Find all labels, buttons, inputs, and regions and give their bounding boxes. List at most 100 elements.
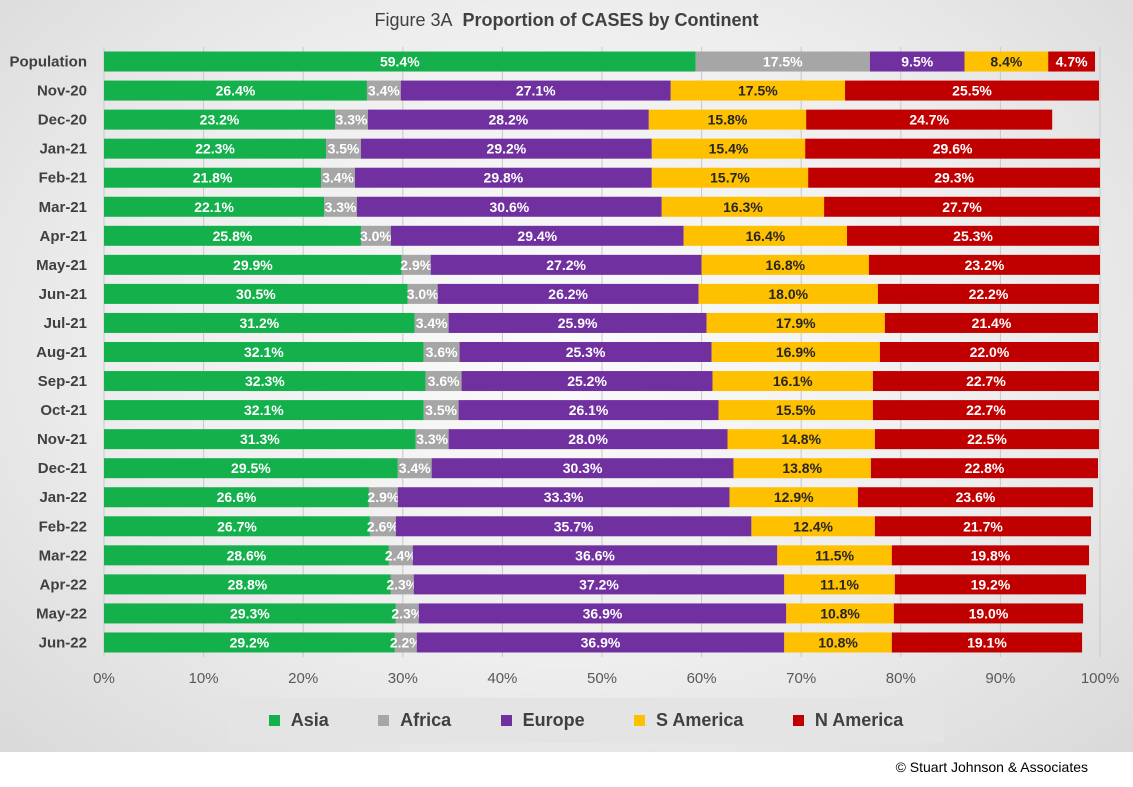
data-label: 21.7% xyxy=(963,518,1003,534)
category-label: Apr-22 xyxy=(39,576,87,593)
bar-segment xyxy=(104,458,398,479)
bar-segment xyxy=(415,429,449,450)
bar-segment xyxy=(695,51,870,72)
bar-segment xyxy=(711,342,880,362)
data-label: 27.2% xyxy=(546,257,586,273)
bar-segment xyxy=(360,138,652,159)
x-tick-label: 40% xyxy=(487,670,517,687)
data-label: 19.1% xyxy=(967,634,1007,650)
data-label: 3.3% xyxy=(416,431,448,447)
legend-swatch xyxy=(792,715,804,726)
bar-segment xyxy=(661,196,825,217)
bar-segment xyxy=(701,254,869,275)
legend-label: Europe xyxy=(522,710,585,730)
legend-label: S America xyxy=(656,710,744,730)
bar-segment xyxy=(395,516,752,537)
bar-segment xyxy=(706,312,885,333)
data-label: 32.1% xyxy=(244,402,284,418)
bar-segment xyxy=(751,516,875,537)
data-label: 25.5% xyxy=(952,83,992,99)
data-label: 19.2% xyxy=(971,576,1011,592)
category-label: Nov-21 xyxy=(37,431,87,448)
bar-segment xyxy=(448,429,728,450)
legend-label: Africa xyxy=(400,710,452,730)
bar-segment xyxy=(326,138,361,159)
legend-swatch xyxy=(268,715,280,726)
data-label: 35.7% xyxy=(554,518,594,534)
data-label: 16.1% xyxy=(773,373,813,389)
bar-segment xyxy=(104,545,389,566)
bar-segment xyxy=(360,225,391,246)
data-label: 22.3% xyxy=(195,141,235,157)
data-label: 29.8% xyxy=(484,170,524,186)
data-label: 22.0% xyxy=(970,344,1010,360)
bar-segment xyxy=(324,196,357,217)
bar-segment xyxy=(698,283,878,304)
bar-segment xyxy=(356,196,662,217)
data-label: 31.3% xyxy=(240,431,280,447)
data-label: 10.8% xyxy=(820,605,860,621)
legend-label: N America xyxy=(814,710,904,730)
category-label: Jun-22 xyxy=(39,634,87,651)
x-tick-label: 100% xyxy=(1081,670,1119,687)
data-label: 2.3% xyxy=(386,576,418,592)
data-label: 28.6% xyxy=(227,547,267,563)
bar-segment xyxy=(104,196,325,217)
bar-segment xyxy=(390,225,684,246)
bar-segment xyxy=(448,312,707,333)
legend-item: Asia xyxy=(268,710,329,731)
bar-segment xyxy=(869,51,965,72)
data-label: 26.6% xyxy=(217,489,257,505)
bar-segment xyxy=(104,312,415,333)
x-tick-label: 0% xyxy=(93,670,115,687)
category-label: Sep-21 xyxy=(38,373,87,390)
data-label: 25.9% xyxy=(558,315,598,331)
data-label: 22.5% xyxy=(967,431,1007,447)
data-label: 30.5% xyxy=(236,286,276,302)
bar-segment xyxy=(648,109,807,130)
category-label: Population xyxy=(10,54,88,71)
data-label: 3.4% xyxy=(368,83,400,99)
bar-segment xyxy=(437,283,699,304)
data-label: 32.1% xyxy=(244,344,284,360)
bar-segment xyxy=(651,167,809,188)
bar-segment xyxy=(806,109,1053,130)
bar-segment xyxy=(784,574,895,595)
chart-title-main: Proportion of CASES by Continent xyxy=(462,10,759,30)
data-label: 15.4% xyxy=(709,141,749,157)
data-label: 3.0% xyxy=(360,228,392,244)
x-tick-label: 60% xyxy=(687,670,717,687)
data-label: 23.6% xyxy=(956,489,996,505)
bar-segment xyxy=(104,574,391,595)
data-label: 19.0% xyxy=(969,605,1009,621)
bar-segment xyxy=(786,603,894,624)
data-label: 30.6% xyxy=(490,199,530,215)
legend-item: Africa xyxy=(378,710,451,731)
bar-segment xyxy=(104,371,426,392)
data-label: 2.3% xyxy=(391,605,423,621)
data-label: 36.9% xyxy=(583,605,623,621)
bar-segment xyxy=(423,400,459,421)
data-label: 29.3% xyxy=(934,170,974,186)
data-label: 36.9% xyxy=(581,634,621,650)
bar-segment xyxy=(104,400,424,421)
data-label: 11.5% xyxy=(815,547,854,563)
bar-segment xyxy=(877,283,1100,304)
bar-segment xyxy=(431,458,734,479)
bar-segment xyxy=(104,80,367,101)
legend-swatch xyxy=(634,715,646,726)
legend-item: Europe xyxy=(500,710,585,731)
bar-segment xyxy=(400,80,671,101)
data-label: 27.7% xyxy=(942,199,982,215)
bar-segment xyxy=(104,342,424,362)
data-label: 29.2% xyxy=(230,634,270,650)
data-label: 22.8% xyxy=(965,460,1005,476)
bar-segment xyxy=(777,545,892,566)
category-label: Aug-21 xyxy=(36,344,87,361)
bar-segment xyxy=(458,400,719,421)
bar-segment xyxy=(104,167,322,188)
bar-segment xyxy=(891,545,1090,566)
data-label: 28.2% xyxy=(489,112,529,128)
data-label: 27.1% xyxy=(516,83,556,99)
data-label: 28.0% xyxy=(568,431,608,447)
